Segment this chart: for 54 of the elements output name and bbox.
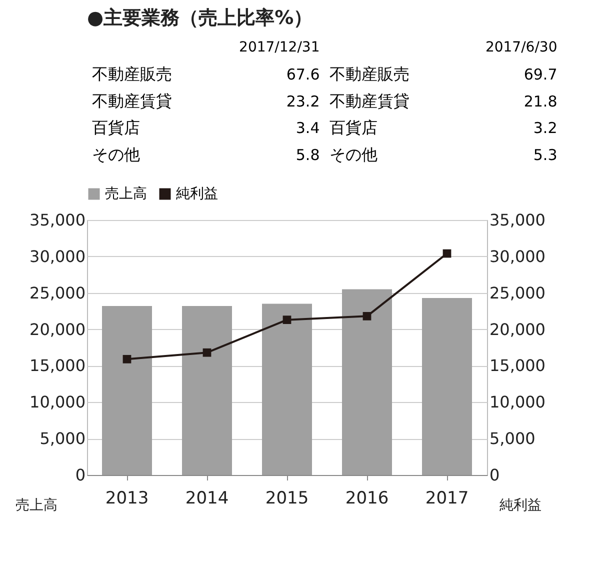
y2-tick-label: 35,000 — [490, 210, 546, 230]
y-tick-label: 25,000 — [30, 283, 86, 302]
data-label: 67.6 — [286, 65, 320, 84]
y-tick-label: 35,000 — [30, 210, 86, 230]
y-tick-label: 30,000 — [30, 246, 86, 266]
bar — [182, 306, 232, 475]
category-label: 不動産賃貸 — [329, 91, 410, 110]
legend-label: 売上高 — [105, 186, 147, 202]
y2-tick-label: 30,000 — [490, 246, 546, 266]
y2-axis-title: 純利益 — [500, 498, 542, 514]
category-label: 不動産販売 — [329, 64, 410, 84]
y2-tick-label: 15,000 — [490, 356, 546, 376]
bar — [102, 306, 152, 475]
data-label: 3.2 — [533, 119, 558, 138]
y2-tick-label: 0 — [490, 466, 500, 484]
category-label: その他 — [329, 145, 378, 164]
y-tick-label: 20,000 — [30, 320, 86, 339]
y2-tick-label: 10,000 — [490, 392, 546, 412]
x-tick-label: 2015 — [265, 488, 309, 508]
category-label: 百貨店 — [329, 118, 378, 138]
data-label: 5.3 — [533, 146, 558, 164]
category-label: 不動産販売 — [92, 64, 172, 84]
y2-tick-label: 5,000 — [490, 429, 536, 448]
x-tick-label: 2013 — [105, 488, 149, 508]
y-tick-label: 15,000 — [30, 356, 86, 376]
point — [202, 348, 212, 357]
data-label: 3.4 — [296, 119, 320, 138]
bar — [422, 298, 472, 475]
bar — [262, 304, 312, 475]
data-label: 21.8 — [524, 92, 558, 110]
x-tick-label: 2016 — [345, 488, 389, 508]
point — [362, 312, 372, 320]
text: 2017/12/31 — [239, 39, 320, 56]
y-tick-label: 10,000 — [30, 392, 86, 412]
point — [122, 354, 132, 364]
data-label: 23.2 — [286, 92, 320, 110]
point — [442, 249, 452, 258]
data-label: 5.8 — [296, 146, 320, 164]
text: 2017/6/30 — [485, 39, 558, 56]
y2-tick-label: 25,000 — [490, 283, 546, 302]
legend-label: 純利益 — [176, 186, 218, 202]
text: ●主要業務（売上比率%） — [87, 7, 313, 29]
x-tick-label: 2017 — [425, 488, 469, 508]
point — [282, 316, 292, 324]
category-label: その他 — [92, 145, 140, 164]
category-label: 百貨店 — [92, 118, 140, 138]
bar — [342, 289, 392, 475]
x-tick-label: 2014 — [185, 488, 229, 508]
y-tick-label: 0 — [75, 466, 86, 484]
y-tick-label: 5,000 — [40, 429, 86, 448]
category-label: 不動産賃貸 — [92, 91, 172, 110]
data-label: 69.7 — [524, 65, 558, 84]
y-axis-title: 売上高 — [16, 498, 58, 514]
y2-tick-label: 20,000 — [490, 320, 546, 339]
